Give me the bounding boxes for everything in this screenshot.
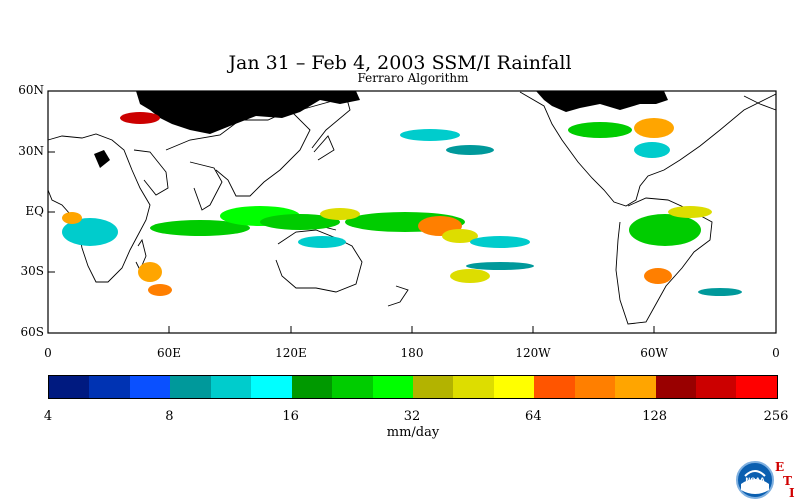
colorbar-segment bbox=[453, 376, 494, 398]
rainfall-map bbox=[47, 90, 777, 334]
rain-africa-americas bbox=[62, 206, 742, 296]
colorbar-tick-label: 128 bbox=[642, 409, 668, 424]
eti-letter-e: E bbox=[775, 460, 785, 474]
eti-letter-t: T bbox=[783, 474, 792, 488]
greenland-coast bbox=[743, 95, 777, 111]
colorbar-segment bbox=[655, 376, 696, 398]
map-subtitle: Ferraro Algorithm bbox=[357, 71, 469, 85]
arabia-coast bbox=[133, 149, 169, 196]
map-title: Jan 31 – Feb 4, 2003 SSM/I Rainfall bbox=[228, 52, 572, 74]
colorbar-segment bbox=[332, 376, 373, 398]
lon-label: 180 bbox=[400, 346, 424, 360]
lat-label: EQ bbox=[25, 204, 44, 218]
lon-label: 120W bbox=[515, 346, 551, 360]
no-data-areas bbox=[94, 91, 668, 168]
eti-letter-i: I bbox=[789, 486, 795, 500]
colorbar-segment bbox=[210, 376, 252, 398]
noaa-logo-text: NOAA bbox=[745, 477, 765, 484]
colorbar-segment bbox=[251, 376, 292, 398]
no-data-canada bbox=[536, 91, 668, 112]
south-america-coast bbox=[615, 197, 713, 325]
india-coast bbox=[189, 161, 223, 211]
asia-coast bbox=[165, 109, 311, 197]
madagascar-coast bbox=[135, 238, 147, 272]
lat-label: 60N bbox=[18, 83, 44, 97]
colorbar-segment bbox=[89, 376, 130, 398]
colorbar-segment bbox=[49, 376, 90, 398]
colorbar-segment bbox=[534, 376, 575, 398]
colorbar-tick-label: 32 bbox=[403, 409, 421, 424]
axis-ticks bbox=[47, 90, 777, 334]
colorbar bbox=[48, 375, 778, 399]
no-data-siberia bbox=[136, 91, 360, 134]
new-zealand-coast bbox=[387, 285, 409, 307]
colorbar-tick-label: 256 bbox=[763, 409, 789, 424]
lon-label: 60W bbox=[640, 346, 668, 360]
colorbar-tick-label: 4 bbox=[43, 409, 53, 424]
lat-label: 60S bbox=[20, 325, 45, 339]
colorbar-tick-label: 16 bbox=[282, 409, 299, 424]
colorbar-segment bbox=[574, 376, 616, 398]
colorbar-tick-label: 64 bbox=[525, 409, 542, 424]
map-content bbox=[47, 91, 777, 325]
lon-label: 120E bbox=[275, 346, 307, 360]
lon-label: 0 bbox=[44, 346, 52, 360]
colorbar-segment bbox=[615, 376, 656, 398]
colorbar-segment bbox=[493, 376, 535, 398]
colorbar-segment bbox=[696, 376, 737, 398]
noaa-logo: NOAA bbox=[736, 461, 774, 499]
colorbar-segment bbox=[291, 376, 333, 398]
rain-pacific-itcz bbox=[345, 212, 534, 283]
colorbar-tick-label: 8 bbox=[165, 409, 174, 424]
colorbar-segment bbox=[412, 376, 454, 398]
rain-north-pacific bbox=[120, 112, 674, 158]
eti-label: E T I bbox=[775, 460, 800, 500]
colorbar-segment bbox=[372, 376, 413, 398]
lon-label: 0 bbox=[772, 346, 780, 360]
colorbar-segment bbox=[736, 376, 777, 398]
japan-coast bbox=[313, 135, 335, 161]
lat-label: 30N bbox=[18, 144, 44, 158]
australia-coast bbox=[275, 229, 363, 293]
no-data-himalaya bbox=[94, 150, 110, 168]
lat-label: 30S bbox=[20, 264, 45, 278]
rain-indian-ocean bbox=[138, 206, 360, 296]
colorbar-segment bbox=[129, 376, 171, 398]
colorbar-segment bbox=[170, 376, 211, 398]
lon-label: 60E bbox=[156, 346, 182, 360]
north-america-coast bbox=[519, 91, 777, 207]
units-label: mm/day bbox=[386, 425, 440, 440]
